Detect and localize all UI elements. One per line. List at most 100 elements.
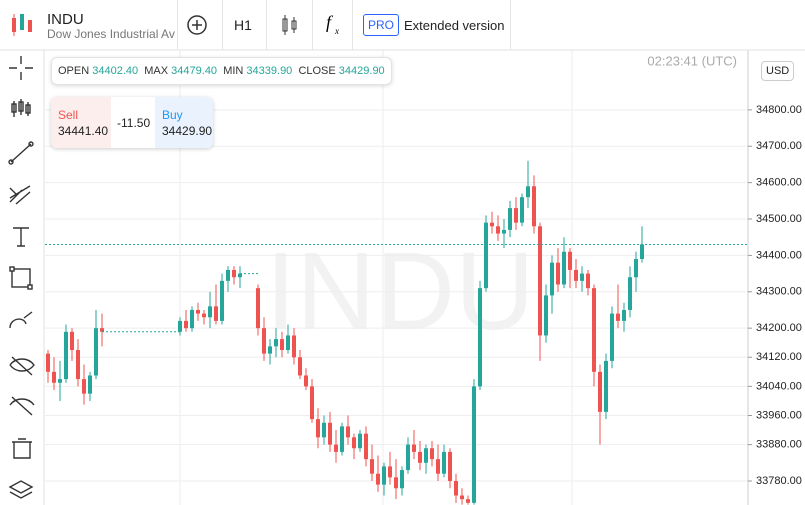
trade-panel: Sell 34441.40 -11.50 Buy 34429.90	[51, 97, 213, 148]
buy-label: Buy	[162, 108, 183, 122]
candle-body	[550, 262, 554, 296]
close-label: CLOSE	[298, 65, 336, 77]
text-tool[interactable]	[13, 227, 29, 247]
candle-body	[70, 331, 74, 350]
buy-button[interactable]: Buy 34429.90	[155, 97, 213, 148]
min-value: 34339.90	[246, 65, 293, 77]
candle-body	[484, 222, 488, 289]
candle-body	[232, 269, 236, 278]
candle-body	[334, 444, 338, 452]
candle-body	[430, 448, 434, 460]
y-tick-label: 34500.00	[756, 213, 802, 225]
shape-tool[interactable]	[9, 266, 33, 290]
candle-body	[544, 295, 548, 336]
candle-body	[580, 273, 584, 281]
candle-body	[598, 371, 602, 412]
logo[interactable]	[10, 12, 36, 41]
candle-body	[46, 353, 50, 372]
candle-body	[592, 288, 596, 372]
candle-body	[586, 273, 590, 289]
line-tool[interactable]	[8, 141, 34, 165]
max-label: MAX	[144, 65, 169, 77]
candle-body	[382, 466, 386, 485]
close-value: 34429.90	[338, 65, 385, 77]
candle-body	[280, 339, 284, 350]
fib-tool[interactable]	[9, 185, 31, 205]
y-tick-label: 34040.00	[756, 380, 802, 392]
y-tick-label: 34120.00	[756, 351, 802, 363]
symbol[interactable]: INDU	[47, 11, 84, 28]
candle-body	[340, 426, 344, 452]
extended-version[interactable]: Extended version	[404, 18, 505, 33]
brush-tool[interactable]	[9, 311, 33, 329]
candle-body	[298, 357, 302, 376]
candle-body	[616, 313, 620, 321]
hide-indicators[interactable]	[9, 396, 35, 416]
candle-body	[262, 328, 266, 354]
delete-all[interactable]	[12, 438, 32, 459]
crosshair-tool[interactable]	[9, 56, 33, 80]
toolbar	[8, 56, 35, 499]
min-label: MIN	[223, 65, 244, 77]
max-value: 34479.40	[171, 65, 218, 77]
candle-body	[58, 379, 62, 383]
y-tick-label: 34400.00	[756, 249, 802, 261]
candle-body	[94, 328, 98, 376]
candle-body	[610, 313, 614, 361]
candle-body	[574, 269, 578, 281]
hide-drawings[interactable]	[9, 356, 35, 376]
add-button[interactable]	[186, 14, 208, 41]
candle-body	[640, 244, 644, 260]
candle-body	[400, 470, 404, 489]
sell-button[interactable]: Sell 34441.40	[51, 97, 111, 148]
currency-button[interactable]: USD	[761, 61, 795, 81]
candle-body	[418, 451, 422, 463]
candle-body	[496, 226, 500, 234]
candle-body	[466, 499, 470, 503]
candle-body	[460, 495, 464, 500]
candle-body	[292, 335, 296, 358]
candle-body	[214, 306, 218, 321]
candle-body	[328, 422, 332, 445]
candle-body	[394, 477, 398, 489]
sell-price: 34441.40	[58, 124, 109, 138]
candle-body	[88, 375, 92, 394]
chart-type[interactable]	[280, 14, 300, 41]
layers[interactable]	[8, 480, 34, 499]
timeframe[interactable]: H1	[234, 17, 252, 33]
svg-text:x: x	[334, 26, 339, 36]
buy-price: 34429.90	[162, 124, 213, 138]
candle-body	[286, 335, 290, 350]
candle-body	[322, 422, 326, 438]
candle-body	[208, 306, 212, 318]
candle-body	[52, 371, 56, 383]
candle-body	[508, 208, 512, 230]
open-value: 34402.40	[92, 65, 139, 77]
candle-body	[364, 433, 368, 460]
candle-body	[82, 379, 86, 394]
candle-body	[634, 259, 638, 278]
candle-body	[370, 459, 374, 474]
candle-body	[532, 186, 536, 227]
candle-body	[478, 288, 482, 387]
candle-body	[520, 197, 524, 223]
candle-body	[274, 339, 278, 347]
pro-badge[interactable]: PRO	[363, 14, 400, 36]
candles-tool[interactable]	[11, 99, 31, 117]
candle-body	[220, 280, 224, 321]
y-tick-label: 34700.00	[756, 140, 802, 152]
y-tick-label: 33880.00	[756, 439, 802, 451]
candle-body	[184, 320, 188, 329]
candle-body	[178, 320, 182, 332]
clock: 02:23:41 (UTC)	[647, 53, 737, 68]
y-tick-label: 34200.00	[756, 322, 802, 334]
candle-body	[526, 186, 530, 198]
candle-body	[604, 360, 608, 412]
candle-body	[358, 433, 362, 449]
candle-body	[64, 331, 68, 380]
candle-body	[628, 277, 632, 310]
candle-body	[238, 273, 242, 278]
